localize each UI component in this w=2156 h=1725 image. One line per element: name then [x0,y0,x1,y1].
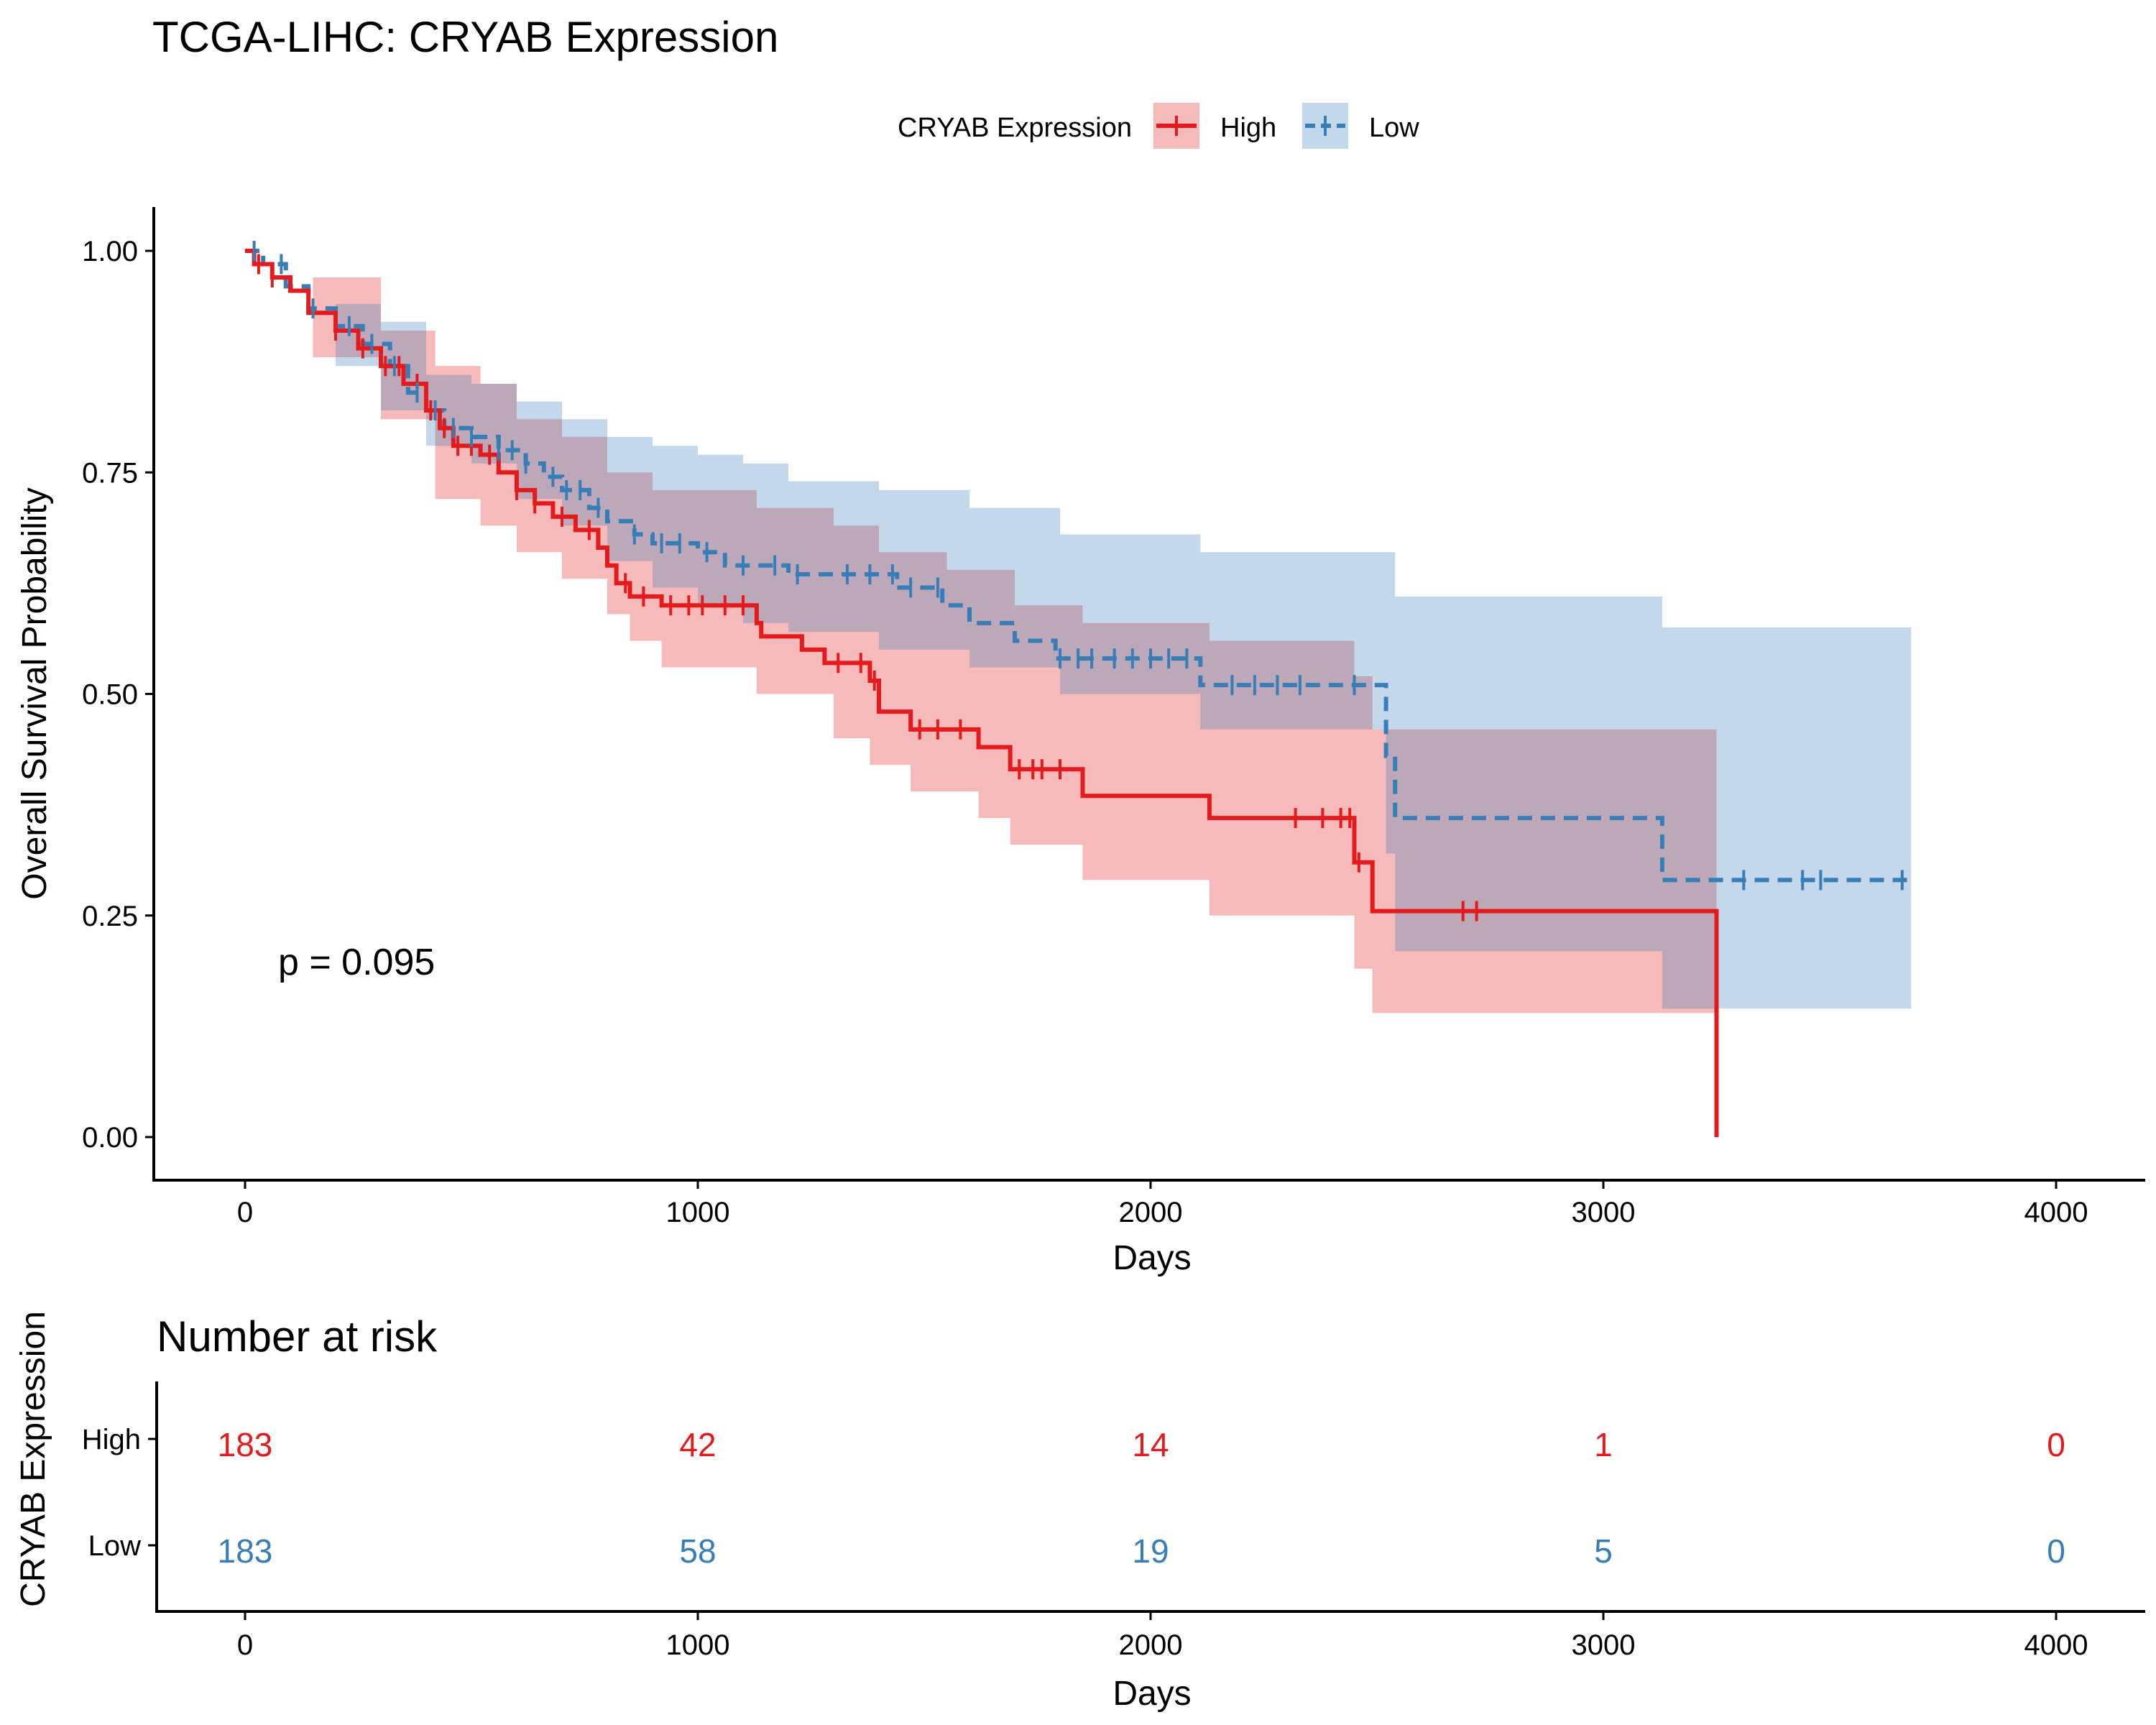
risk-x-ticks: 0 1000 2000 3000 4000 [237,1611,2088,1661]
ci-band-low [245,251,1912,1009]
y-tick-label: 0.25 [82,901,138,932]
legend-key-low [1302,103,1348,149]
risk-count-high: 1 [1594,1426,1613,1463]
risk-rows: High 183 42 14 1 0 Low 183 58 19 5 0 [82,1424,2065,1570]
risk-count-low: 0 [2047,1532,2065,1570]
chart-title: TCGA-LIHC: CRYAB Expression [152,13,778,61]
risk-x-axis-title: Days [1112,1675,1191,1713]
legend-label-low: Low [1369,113,1419,143]
legend-key-high [1153,103,1199,149]
x-tick-label: 1000 [666,1197,730,1228]
risk-row-label-high: High [82,1424,141,1455]
x-tick-label: 2000 [1119,1197,1183,1228]
risk-count-low: 183 [218,1532,273,1570]
y-tick-label: 1.00 [82,236,138,267]
survival-curve-high [245,249,1719,1137]
risk-x-tick-label: 2000 [1119,1629,1183,1661]
legend: CRYAB Expression High Low [898,103,1419,149]
risk-count-high: 42 [679,1426,716,1463]
p-value-annotation: p = 0.095 [278,942,435,983]
risk-count-low: 5 [1594,1532,1613,1570]
risk-table: Number at risk High 183 42 14 1 0 Low 183 58 19 5 0… [14,1311,2145,1713]
risk-x-tick-label: 3000 [1572,1629,1636,1661]
y-tick-label: 0.00 [82,1122,138,1154]
risk-x-tick-label: 0 [237,1629,253,1661]
y-tick-label: 0.75 [82,457,138,489]
risk-table-title: Number at risk [157,1312,438,1361]
risk-count-low: 58 [679,1532,716,1570]
confidence-bands [245,251,1912,1013]
risk-x-tick-label: 1000 [666,1629,730,1661]
censor-marks [252,241,1904,921]
risk-count-high: 0 [2047,1426,2065,1463]
x-ticks: 0 1000 2000 3000 4000 [237,1180,2088,1228]
risk-count-high: 14 [1132,1426,1169,1463]
x-tick-label: 0 [237,1197,253,1228]
legend-title: CRYAB Expression [898,113,1132,143]
x-axis-title: Days [1112,1239,1191,1277]
risk-y-axis-title: CRYAB Expression [14,1311,52,1607]
risk-row-label-low: Low [88,1530,141,1562]
y-axis-title: Overall Survival Probability [16,487,54,900]
survival-plot: 0.00 0.25 0.50 0.75 1.00 0 1000 2000 3000 4000 D… [16,207,2145,1277]
legend-label-high: High [1220,113,1276,143]
y-tick-label: 0.50 [82,679,138,711]
y-ticks: 0.00 0.25 0.50 0.75 1.00 [82,236,154,1154]
x-tick-label: 4000 [2024,1197,2088,1228]
risk-x-tick-label: 4000 [2024,1629,2088,1661]
x-tick-label: 3000 [1572,1197,1636,1228]
risk-count-high: 183 [218,1426,273,1463]
risk-count-low: 19 [1132,1532,1169,1570]
